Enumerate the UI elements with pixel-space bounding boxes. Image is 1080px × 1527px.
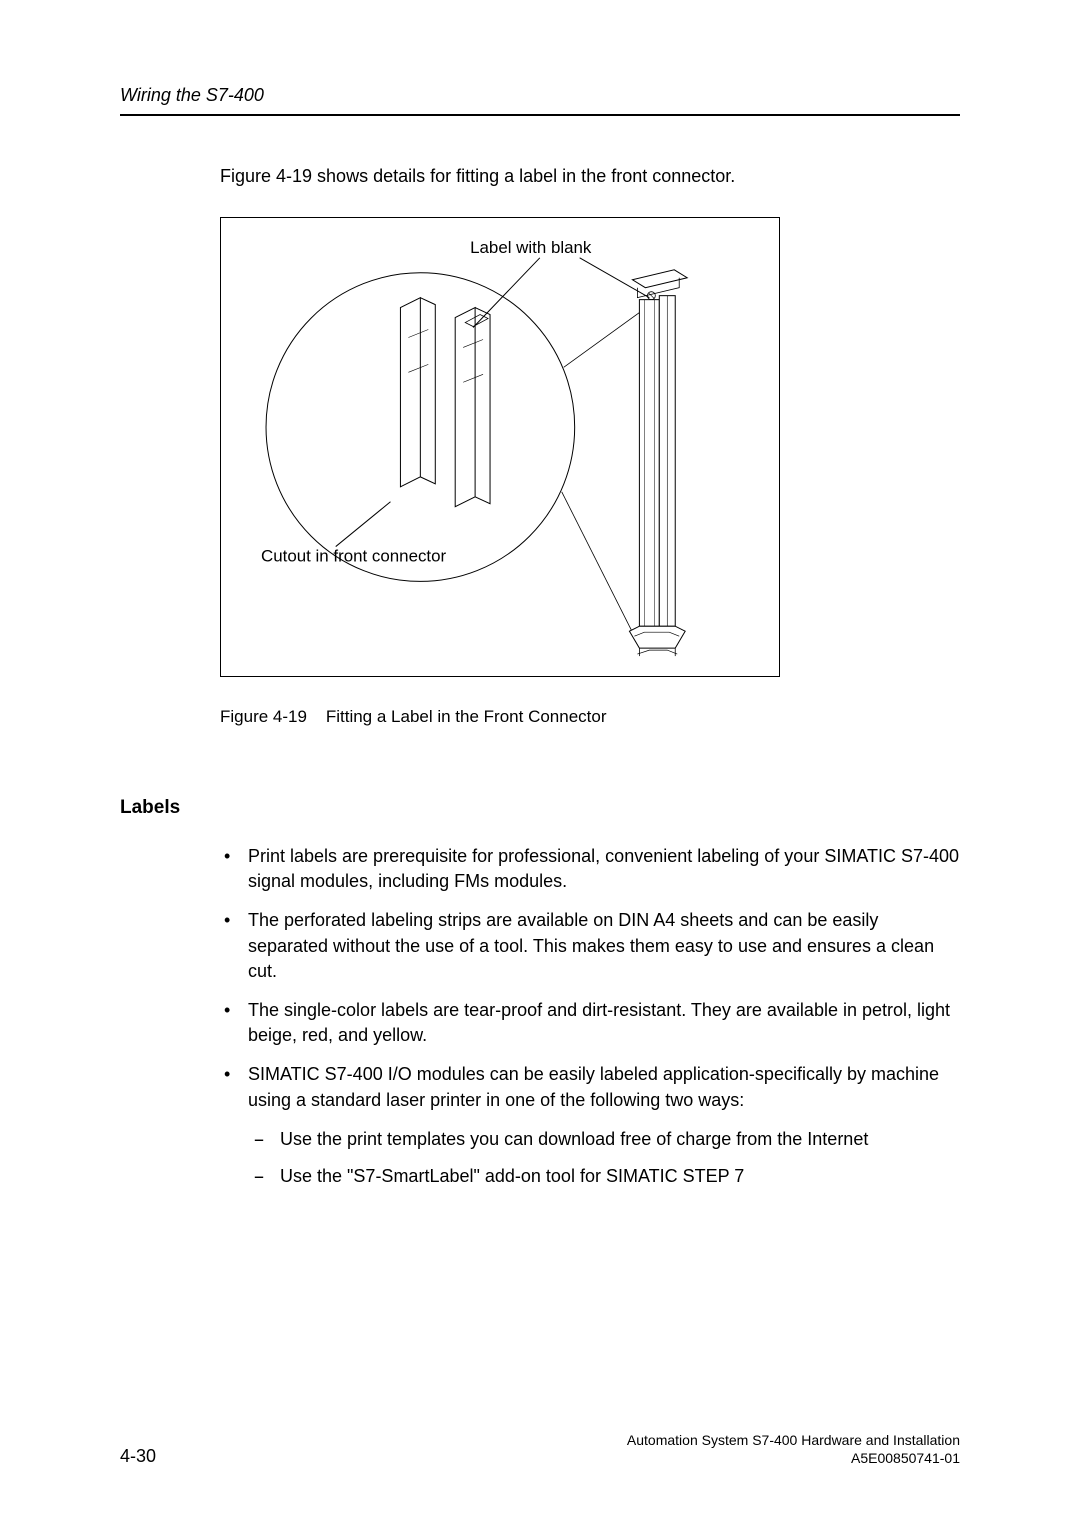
figure-container: Label with blank — [220, 217, 780, 677]
list-item: The perforated labeling strips are avail… — [220, 908, 960, 984]
page-footer: 4-30 Automation System S7-400 Hardware a… — [120, 1431, 960, 1467]
page-number: 4-30 — [120, 1446, 156, 1467]
figure-label-bottom: Cutout in front connector — [261, 547, 447, 566]
figure-caption: Figure 4-19 Fitting a Label in the Front… — [220, 707, 960, 727]
labels-bullet-list: Print labels are prerequisite for profes… — [220, 844, 960, 1189]
list-item-text: SIMATIC S7-400 I/O modules can be easily… — [248, 1064, 939, 1109]
footer-doc-title: Automation System S7-400 Hardware and In… — [627, 1431, 960, 1449]
labels-sub-list: Use the print templates you can download… — [248, 1127, 960, 1189]
section-heading-labels: Labels — [120, 797, 960, 819]
figure-caption-number: Figure 4-19 — [220, 707, 307, 726]
figure-diagram: Label with blank — [221, 218, 779, 676]
sub-list-item: Use the "S7-SmartLabel" add-on tool for … — [248, 1164, 960, 1189]
front-connector-drawing — [629, 270, 687, 656]
intro-paragraph: Figure 4-19 shows details for fitting a … — [220, 166, 960, 187]
header-section-title: Wiring the S7-400 — [120, 85, 960, 106]
list-item: SIMATIC S7-400 I/O modules can be easily… — [220, 1062, 960, 1189]
figure-caption-text: Fitting a Label in the Front Connector — [326, 707, 607, 726]
header-rule — [120, 114, 960, 116]
list-item: The single-color labels are tear-proof a… — [220, 998, 960, 1048]
list-item: Print labels are prerequisite for profes… — [220, 844, 960, 894]
footer-doc-id: A5E00850741-01 — [627, 1449, 960, 1467]
sub-list-item: Use the print templates you can download… — [248, 1127, 960, 1152]
footer-doc-info: Automation System S7-400 Hardware and In… — [627, 1431, 960, 1467]
figure-label-top: Label with blank — [470, 238, 592, 257]
